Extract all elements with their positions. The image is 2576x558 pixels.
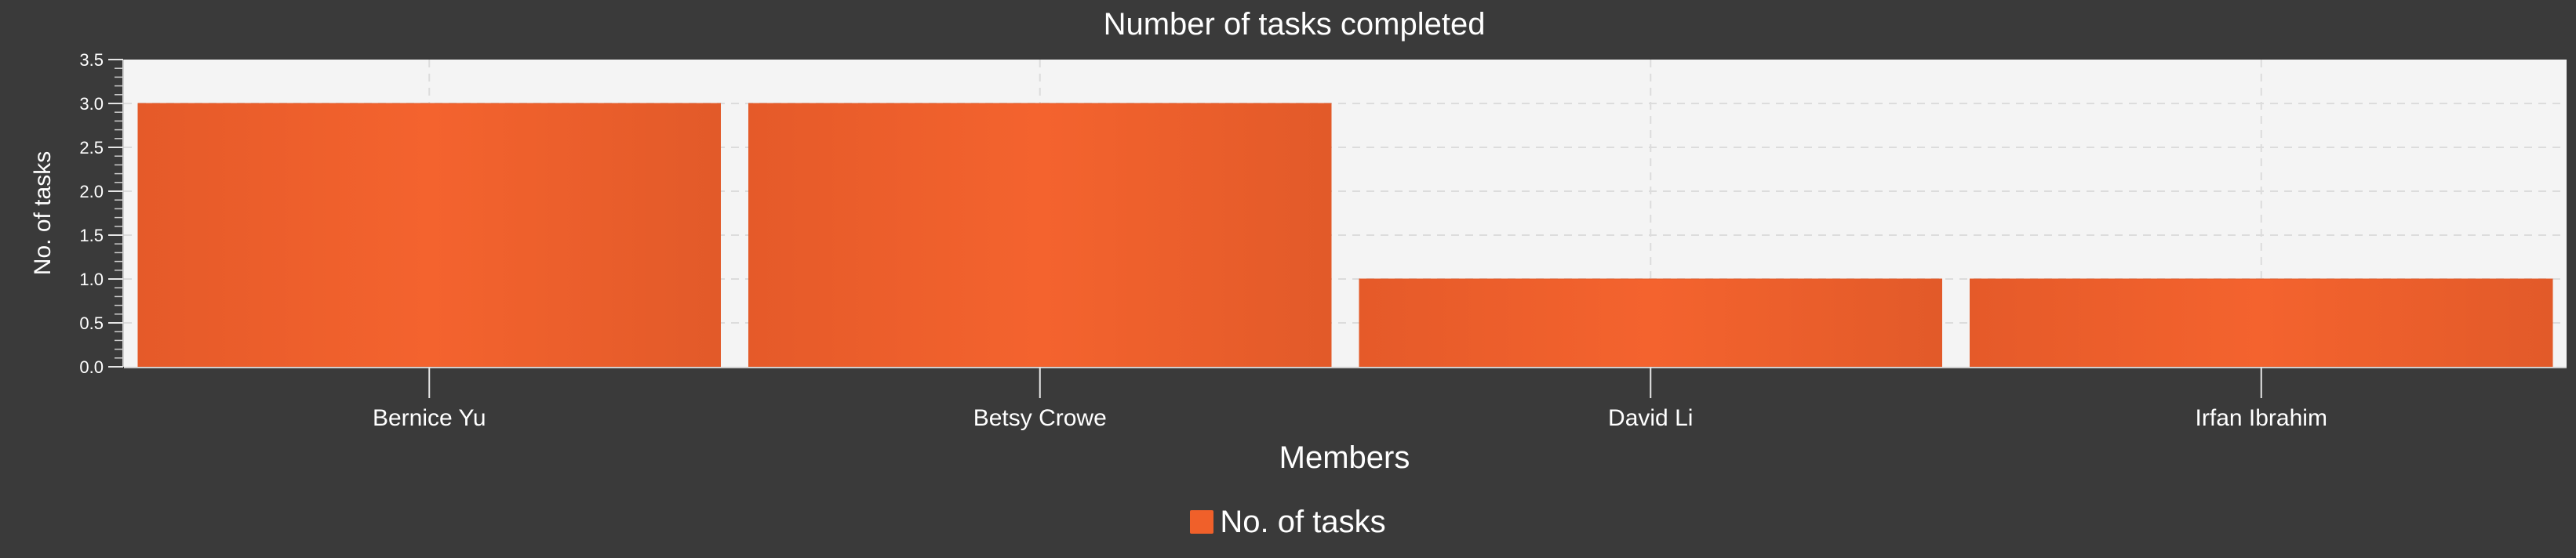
y-tick-label: 0.5	[79, 313, 104, 333]
y-axis-label: No. of tasks	[30, 151, 56, 275]
y-tick-label: 2.0	[79, 182, 104, 201]
x-tick-label: David Li	[1608, 405, 1693, 431]
y-tick-label: 1.0	[79, 270, 104, 289]
bar	[1359, 278, 1942, 368]
bar	[137, 103, 721, 368]
chart-title: Number of tasks completed	[1104, 7, 1486, 42]
axes: 0.0 0.5 1.0 1.5 2.0 2.5 3.0 3.5 Bernice Yu Betsy …	[79, 50, 2567, 431]
y-tick-label: 3.5	[79, 50, 104, 70]
x-tick-label: Betsy Crowe	[973, 405, 1107, 431]
x-tick-label: Irfan Ibrahim	[2196, 405, 2327, 431]
legend: No. of tasks	[0, 497, 2576, 547]
legend-swatch	[1190, 510, 1214, 534]
bars	[137, 103, 2553, 368]
legend-item: No. of tasks	[1190, 504, 1386, 540]
legend-label: No. of tasks	[1220, 504, 1386, 539]
y-tick-label: 2.5	[79, 138, 104, 158]
bar	[1970, 278, 2553, 368]
y-tick-label: 1.5	[79, 226, 104, 245]
x-axis-label: Members	[1279, 440, 1410, 475]
y-tick-label: 0.0	[79, 357, 104, 377]
x-tick-label: Bernice Yu	[373, 405, 486, 431]
y-tick-label: 3.0	[79, 94, 104, 114]
bar	[748, 103, 1332, 368]
